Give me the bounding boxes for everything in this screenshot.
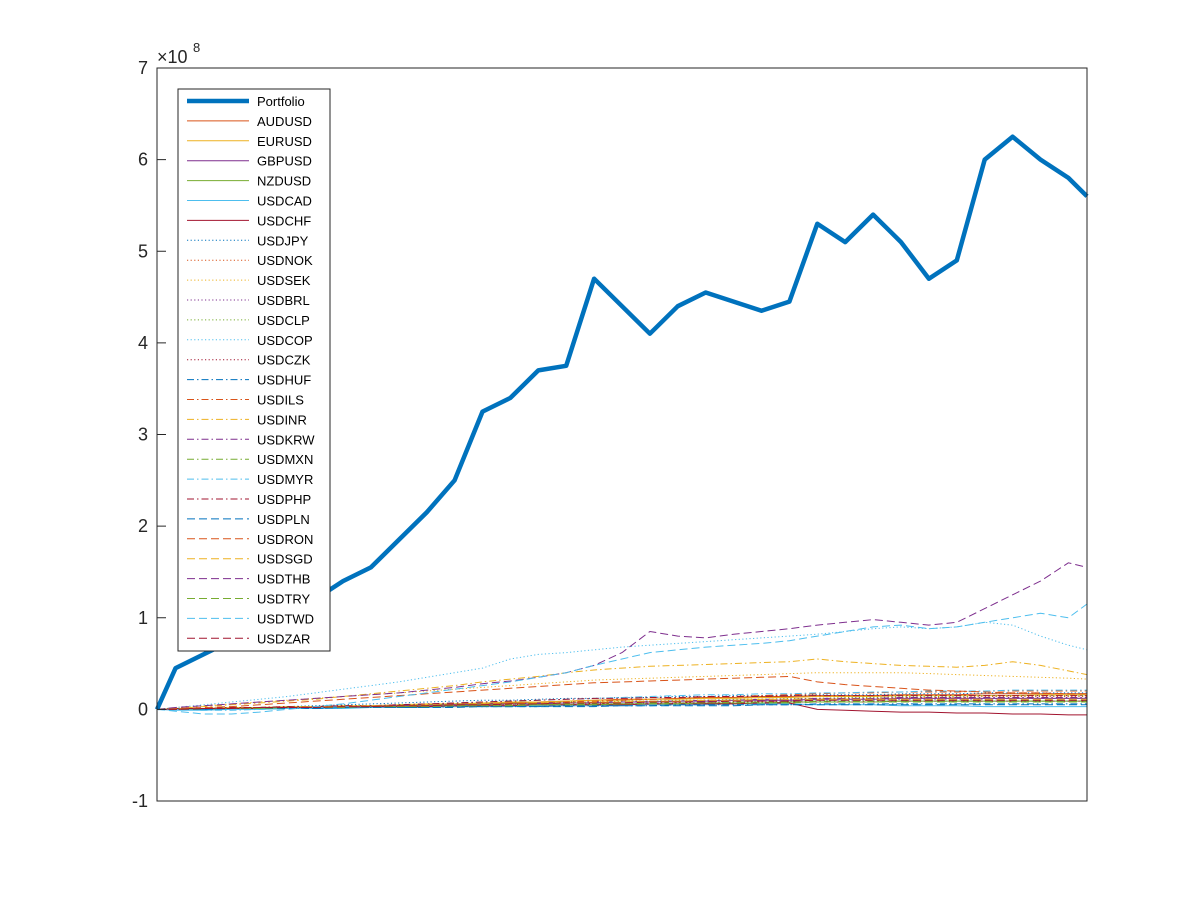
legend-label-usdchf: USDCHF [257,213,311,228]
legend-label-usdcad: USDCAD [257,194,312,209]
legend-label-portfolio: Portfolio [257,94,305,109]
y-tick-label: 6 [138,150,148,170]
series-line-usdsek [156,672,1088,710]
series-line-usdinr [156,658,1088,710]
legend-box [177,88,331,652]
legend-label-usdzar: USDZAR [257,631,310,646]
legend-label-audusd: AUDUSD [257,114,312,129]
y-exponent-power: 8 [193,40,200,55]
y-tick-label: 7 [138,58,148,78]
y-tick-label: 3 [138,425,148,445]
legend-label-usdtry: USDTRY [257,592,311,607]
y-tick-label: 1 [138,608,148,628]
legend-label-usdjpy: USDJPY [257,233,309,248]
y-ticks: -1 0 1 2 3 4 5 6 7 [132,58,166,811]
legend-label-usdclp: USDCLP [257,313,310,328]
legend-label-usdthb: USDTHB [257,572,310,587]
series-line-usdpln [157,704,1087,710]
legend: Portfolio AUDUSD EURUSD GBPUSD NZDUSD USDCAD U… [177,88,331,652]
series-line-usdthb [156,562,1088,710]
legend-label-usdils: USDILS [257,393,304,408]
legend-label-usdbrl: USDBRL [257,293,310,308]
legend-label-usdpln: USDPLN [257,512,310,527]
legend-label-eurusd: EURUSD [257,134,312,149]
y-tick-label: 2 [138,516,148,536]
y-tick-label: 0 [138,699,148,719]
legend-label-nzdusd: NZDUSD [257,174,311,189]
series-line-usdron [156,675,1087,710]
legend-label-usdphp: USDPHP [257,492,311,507]
legend-label-usdmxn: USDMXN [257,452,313,467]
legend-label-usdtwd: USDTWD [257,611,314,626]
y-tick-label: 4 [138,333,148,353]
legend-label-usdsgd: USDSGD [257,552,313,567]
y-tick-label: -1 [132,791,148,811]
legend-label-usdkrw: USDKRW [257,432,315,447]
legend-label-gbpusd: GBPUSD [257,154,312,169]
legend-label-usdsek: USDSEK [257,273,311,288]
legend-label-usdczk: USDCZK [257,353,311,368]
y-tick-label: 5 [138,241,148,261]
y-exponent-base: ×10 [157,47,188,67]
series-line-usdsgd [157,698,1087,710]
series-line-usdzar [157,699,1087,710]
legend-label-usdron: USDRON [257,532,313,547]
legend-label-usdmyr: USDMYR [257,472,313,487]
legend-label-usdhuf: USDHUF [257,373,311,388]
legend-label-usdnok: USDNOK [257,253,313,268]
legend-label-usdcop: USDCOP [257,333,313,348]
series-line-usdclp [156,695,1087,710]
legend-label-usdinr: USDINR [257,412,307,427]
y-exponent-label: ×10 8 [157,40,200,67]
